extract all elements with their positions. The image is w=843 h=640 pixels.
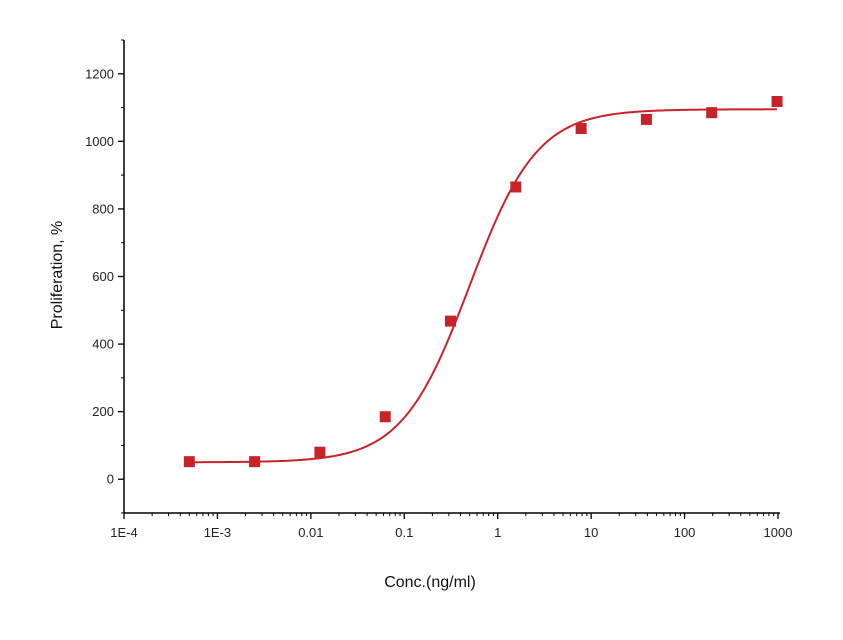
x-tick-label: 0.01	[298, 525, 323, 540]
x-tick-label: 0.1	[395, 525, 413, 540]
x-tick-label: 1E-3	[204, 525, 231, 540]
y-tick-label: 0	[107, 472, 114, 487]
data-point	[575, 123, 587, 135]
data-point	[183, 456, 195, 468]
y-tick-label: 800	[92, 201, 114, 216]
y-tick-label: 1200	[85, 66, 114, 81]
data-point	[249, 456, 261, 468]
x-tick-label: 1	[494, 525, 501, 540]
data-point	[314, 446, 326, 458]
data-point	[379, 411, 391, 423]
x-ticks	[123, 513, 779, 519]
y-tick-label: 600	[92, 269, 114, 284]
x-tick-labels: 1E-4 1E-3 0.01 0.1 1 10 100 1000	[110, 525, 792, 540]
y-tick-label: 400	[92, 337, 114, 352]
x-tick-label: 10	[584, 525, 598, 540]
y-tick-label: 1000	[85, 134, 114, 149]
x-axis-title: Conc.(ng/ml)	[384, 574, 476, 591]
x-tick-label: 1000	[764, 525, 793, 540]
data-point	[706, 107, 718, 119]
y-tick-labels: 0 200 400 600 800 1000 1200	[85, 66, 114, 486]
x-tick-label: 100	[674, 525, 696, 540]
y-axis-title: Proliferation, %	[49, 221, 66, 330]
data-point	[445, 315, 457, 327]
y-ticks	[118, 39, 124, 514]
data-point	[640, 113, 652, 125]
x-tick-label: 1E-4	[110, 525, 137, 540]
data-points	[183, 95, 783, 468]
axes	[123, 40, 780, 514]
data-point	[771, 95, 783, 107]
y-tick-label: 200	[92, 404, 114, 419]
fit-curve	[189, 108, 778, 464]
data-point	[510, 181, 522, 193]
